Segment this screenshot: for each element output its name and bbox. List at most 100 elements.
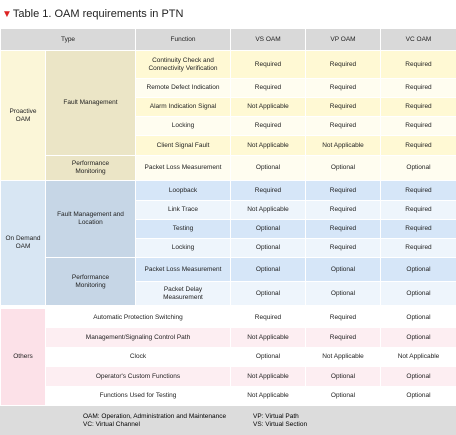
value-cell: Not Applicable <box>231 98 306 117</box>
value-cell: Required <box>306 117 381 136</box>
value-cell: Optional <box>306 282 381 306</box>
footer-note: OAM: Operation, Administration and Maint… <box>83 413 253 420</box>
value-cell: Not Applicable <box>381 348 456 367</box>
value-cell: Optional <box>306 387 381 406</box>
column-header: VP OAM <box>306 29 381 51</box>
value-cell: Required <box>381 201 456 220</box>
function-cell: Remote Defect Indication <box>136 79 231 98</box>
value-cell: Optional <box>381 156 456 181</box>
value-cell: Optional <box>231 282 306 306</box>
value-cell: Optional <box>381 282 456 306</box>
value-cell: Required <box>306 98 381 117</box>
function-cell: Loopback <box>136 181 231 201</box>
value-cell: Required <box>306 309 381 328</box>
group-cell: Others <box>1 309 46 406</box>
footer-note: VC: Virtual Channel <box>83 421 253 428</box>
value-cell: Required <box>306 181 381 201</box>
value-cell: Required <box>231 51 306 79</box>
value-cell: Required <box>381 51 456 79</box>
value-cell: Required <box>306 239 381 258</box>
footer-note: VS: Virtual Section <box>253 421 373 428</box>
function-cell: Clock <box>46 348 231 367</box>
value-cell: Required <box>231 309 306 328</box>
group-cell: On Demand OAM <box>1 181 46 306</box>
value-cell: Optional <box>231 156 306 181</box>
function-cell: Continuity Check and Connectivity Verifi… <box>136 51 231 79</box>
value-cell: Required <box>306 328 381 348</box>
value-cell: Not Applicable <box>231 201 306 220</box>
function-cell: Testing <box>136 220 231 239</box>
value-cell: Not Applicable <box>231 328 306 348</box>
function-cell: Packet Loss Measurement <box>136 156 231 181</box>
value-cell: Optional <box>381 367 456 387</box>
value-cell: Optional <box>231 239 306 258</box>
value-cell: Optional <box>231 220 306 239</box>
value-cell: Required <box>306 51 381 79</box>
value-cell: Not Applicable <box>231 367 306 387</box>
value-cell: Required <box>306 79 381 98</box>
value-cell: Required <box>381 220 456 239</box>
function-cell: Link Trace <box>136 201 231 220</box>
value-cell: Optional <box>306 367 381 387</box>
function-cell: Functions Used for Testing <box>46 387 231 406</box>
value-cell: Required <box>381 79 456 98</box>
value-cell: Required <box>306 220 381 239</box>
group-cell: Proactive OAM <box>1 51 46 181</box>
value-cell: Optional <box>381 309 456 328</box>
value-cell: Optional <box>381 328 456 348</box>
footer: OAM: Operation, Administration and Maint… <box>0 406 456 435</box>
subgroup-cell: Performance Monitoring <box>46 156 136 181</box>
value-cell: Required <box>306 201 381 220</box>
value-cell: Required <box>381 239 456 258</box>
value-cell: Required <box>231 117 306 136</box>
function-cell: Packet Loss Measurement <box>136 258 231 282</box>
subgroup-cell: Fault Management <box>46 51 136 156</box>
function-cell: Locking <box>136 239 231 258</box>
function-cell: Automatic Protection Switching <box>46 309 231 328</box>
column-header: VS OAM <box>231 29 306 51</box>
subgroup-cell: Performance Monitoring <box>46 258 136 306</box>
value-cell: Optional <box>306 258 381 282</box>
value-cell: Not Applicable <box>231 136 306 156</box>
function-cell: Alarm Indication Signal <box>136 98 231 117</box>
value-cell: Not Applicable <box>231 387 306 406</box>
column-header: Function <box>136 29 231 51</box>
function-cell: Packet Delay Measurement <box>136 282 231 306</box>
value-cell: Required <box>381 117 456 136</box>
value-cell: Required <box>381 181 456 201</box>
footer-note: VP: Virtual Path <box>253 413 373 420</box>
value-cell: Required <box>381 98 456 117</box>
value-cell: Required <box>231 79 306 98</box>
function-cell: Client Signal Fault <box>136 136 231 156</box>
value-cell: Optional <box>231 348 306 367</box>
column-header: Type <box>1 29 136 51</box>
value-cell: Optional <box>381 387 456 406</box>
value-cell: Not Applicable <box>306 136 381 156</box>
value-cell: Not Applicable <box>306 348 381 367</box>
value-cell: Optional <box>306 156 381 181</box>
function-cell: Operator's Custom Functions <box>46 367 231 387</box>
value-cell: Required <box>231 181 306 201</box>
value-cell: Required <box>381 136 456 156</box>
value-cell: Optional <box>231 258 306 282</box>
subgroup-cell: Fault Management and Location <box>46 181 136 258</box>
function-cell: Locking <box>136 117 231 136</box>
value-cell: Optional <box>381 258 456 282</box>
function-cell: Management/Signaling Control Path <box>46 328 231 348</box>
table-title: ▼Table 1. OAM requirements in PTN <box>0 0 456 28</box>
column-header: VC OAM <box>381 29 456 51</box>
title-text: Table 1. OAM requirements in PTN <box>13 8 184 20</box>
title-marker: ▼ <box>2 9 12 20</box>
